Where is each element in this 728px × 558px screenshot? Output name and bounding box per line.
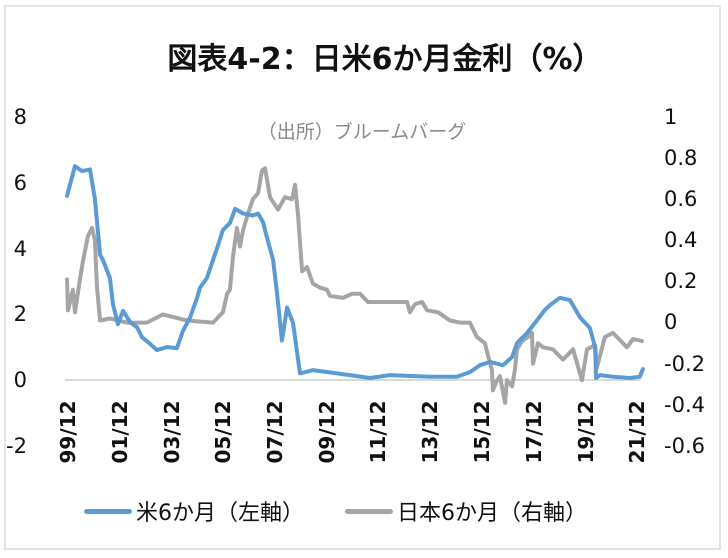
x-axis-tick: 01/12 (108, 400, 132, 464)
x-axis-tick: 15/12 (470, 400, 494, 464)
left-axis-tick: 4 (13, 237, 27, 261)
right-axis-tick: 0.4 (664, 228, 698, 252)
right-axis-tick: -0.2 (664, 352, 705, 376)
source-note: （出所）ブルームバーグ (257, 121, 467, 143)
series-line-us-6m (65, 164, 645, 380)
x-axis-tick: 03/12 (160, 400, 184, 464)
x-axis-tick: 09/12 (315, 400, 339, 464)
right-axis-tick: 0.2 (664, 269, 698, 293)
x-axis-tick: 05/12 (211, 400, 235, 464)
right-axis-tick: 0.6 (664, 187, 698, 211)
right-axis-tick: -0.4 (664, 393, 705, 417)
x-axis-tick: 21/12 (625, 400, 649, 464)
legend-swatch-blue (84, 508, 132, 514)
left-axis-tick: 6 (13, 171, 27, 195)
right-axis-tick: 1 (664, 105, 678, 129)
right-axis-tick: 0 (664, 310, 678, 334)
left-axis-tick: 0 (13, 368, 27, 392)
right-axis-tick: -0.6 (664, 434, 705, 458)
x-axis-tick: 13/12 (418, 400, 442, 464)
legend-item-us-6m: 米6か月（左軸） (84, 497, 304, 526)
legend-item-japan-6m: 日本6か月（右軸） (345, 497, 587, 526)
x-axis-tick: 17/12 (522, 400, 546, 464)
x-axis-tick: 07/12 (263, 400, 287, 464)
chart-frame (4, 5, 721, 550)
x-axis-tick: 99/12 (56, 400, 80, 464)
legend-label: 日本6か月（右軸） (397, 501, 587, 526)
legend-swatch-gray (345, 508, 393, 514)
x-axis-tick: 11/12 (366, 400, 390, 464)
left-axis-tick: -2 (6, 434, 27, 458)
left-axis-tick: 8 (13, 105, 27, 129)
right-axis-tick: 0.8 (664, 146, 698, 170)
x-axis-tick: 19/12 (574, 400, 598, 464)
series-line-japan-6m (65, 166, 644, 405)
legend-label: 米6か月（左軸） (136, 501, 304, 526)
chart-title: 図表4-2：日米6か月金利（%） (167, 42, 603, 77)
left-axis-tick: 2 (13, 302, 27, 326)
